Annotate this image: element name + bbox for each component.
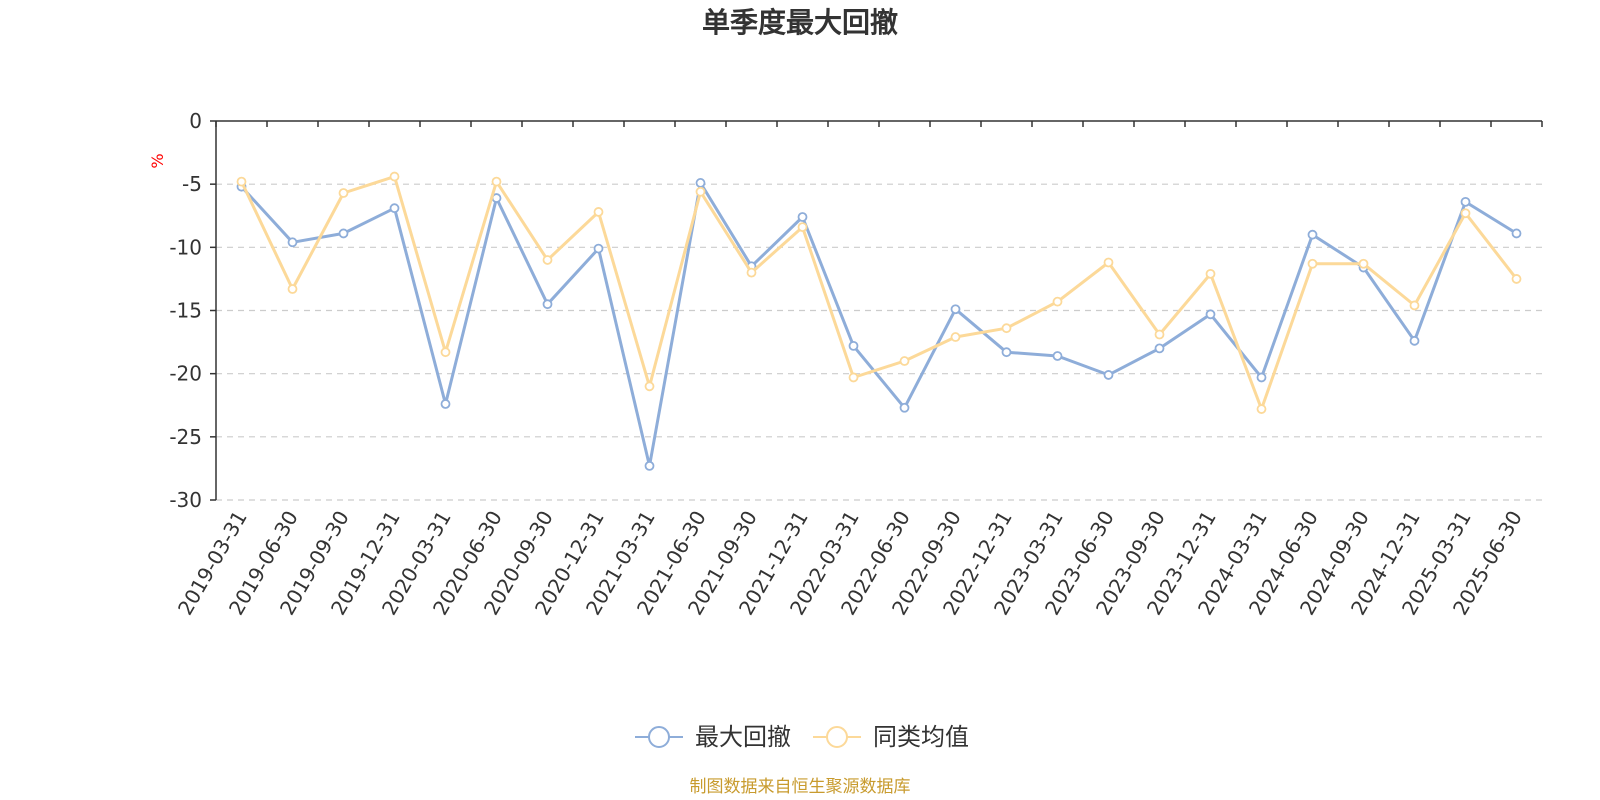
y-tick-label: -25: [169, 425, 202, 449]
data-point[interactable]: [1103, 370, 1114, 380]
grid-lines: [216, 183, 1542, 501]
data-point[interactable]: [236, 176, 247, 187]
legend[interactable]: 最大回撤 同类均值: [635, 723, 969, 751]
data-point[interactable]: [491, 176, 502, 187]
data-point[interactable]: [593, 243, 604, 254]
data-point[interactable]: [848, 372, 859, 383]
data-point[interactable]: [1460, 196, 1471, 207]
y-axis-unit-label: %: [148, 153, 167, 168]
data-point[interactable]: [950, 332, 961, 342]
data-point[interactable]: [338, 228, 349, 239]
y-tick-label: -5: [182, 172, 202, 196]
data-point[interactable]: [593, 207, 604, 217]
series-line-2: [240, 175, 1518, 411]
data-point[interactable]: [1307, 258, 1318, 269]
axes: 0-5-10-15-20-25-302019-03-312019-06-3020…: [169, 109, 1543, 619]
data-point[interactable]: [1409, 335, 1420, 346]
data-point[interactable]: [1052, 351, 1063, 361]
data-point[interactable]: [644, 381, 655, 392]
data-point[interactable]: [1256, 404, 1267, 414]
data-point[interactable]: [1256, 372, 1267, 383]
legend-item-2[interactable]: 同类均值: [813, 723, 969, 751]
legend-label: 最大回撤: [695, 723, 791, 751]
data-point[interactable]: [695, 186, 706, 197]
data-point[interactable]: [287, 237, 298, 248]
data-point[interactable]: [950, 304, 961, 315]
data-point[interactable]: [848, 340, 859, 351]
data-point[interactable]: [440, 347, 451, 358]
data-point[interactable]: [1409, 300, 1420, 311]
data-point[interactable]: [1205, 268, 1216, 279]
data-point[interactable]: [338, 188, 349, 198]
data-point[interactable]: [644, 460, 655, 471]
data-point[interactable]: [1103, 257, 1114, 268]
data-point[interactable]: [746, 267, 757, 278]
data-point[interactable]: [1052, 296, 1063, 307]
data-point[interactable]: [389, 171, 400, 182]
series-lines: [236, 171, 1522, 471]
legend-marker-icon: [648, 726, 670, 748]
data-point[interactable]: [1460, 208, 1471, 219]
source-note: 制图数据来自恒生聚源数据库: [690, 777, 911, 797]
series-line-1: [240, 181, 1518, 468]
data-point[interactable]: [695, 178, 706, 188]
data-point[interactable]: [389, 203, 400, 214]
data-point[interactable]: [1001, 347, 1012, 358]
data-point[interactable]: [1511, 274, 1522, 284]
legend-marker-icon: [826, 726, 848, 748]
data-point[interactable]: [440, 399, 451, 409]
data-point[interactable]: [542, 299, 553, 310]
data-point[interactable]: [1358, 258, 1369, 269]
legend-label: 同类均值: [873, 723, 969, 751]
data-point[interactable]: [1511, 228, 1522, 239]
data-point[interactable]: [899, 402, 910, 413]
data-point[interactable]: [797, 212, 808, 222]
data-point[interactable]: [899, 356, 910, 366]
data-point[interactable]: [797, 222, 808, 233]
data-point[interactable]: [1154, 343, 1165, 354]
legend-item-1[interactable]: 最大回撤: [635, 723, 791, 751]
y-tick-label: -10: [169, 235, 202, 259]
data-point[interactable]: [1154, 329, 1165, 340]
data-point[interactable]: [542, 255, 553, 265]
data-point[interactable]: [1205, 309, 1216, 320]
chart-title: 单季度最大回撤: [702, 6, 898, 39]
data-point[interactable]: [1307, 229, 1318, 240]
data-point[interactable]: [287, 284, 298, 294]
y-tick-label: -20: [169, 362, 202, 386]
data-point[interactable]: [1001, 323, 1012, 334]
y-tick-label: -15: [169, 299, 202, 323]
y-tick-label: -30: [169, 488, 202, 512]
y-tick-label: 0: [189, 109, 202, 133]
